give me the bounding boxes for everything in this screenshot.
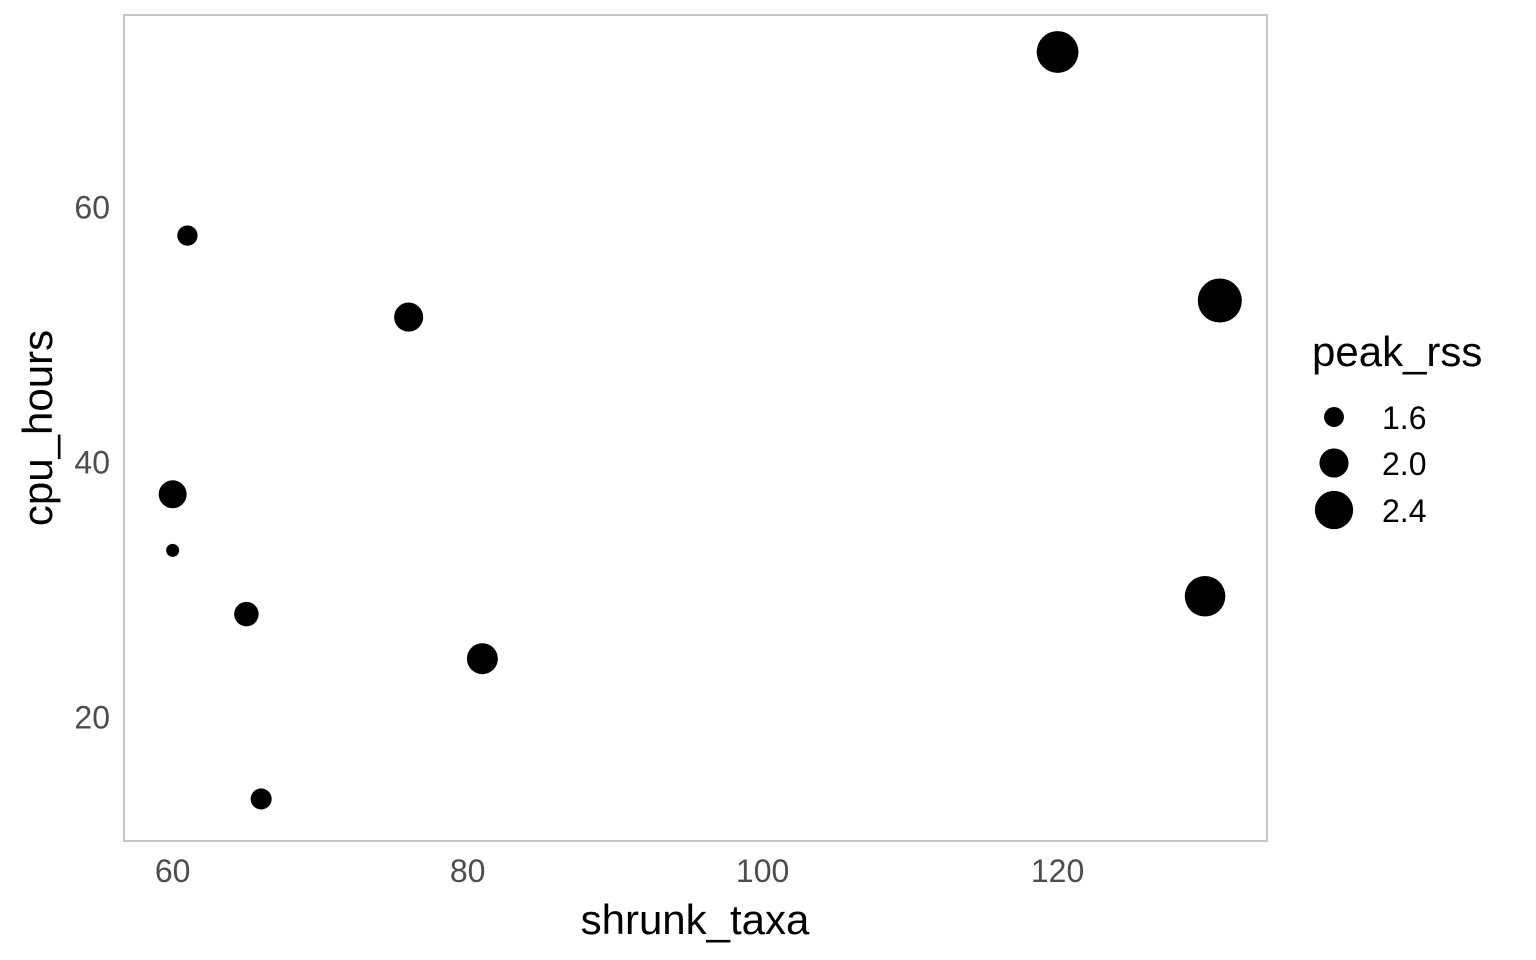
data-point	[177, 225, 198, 246]
x-tick-label: 60	[155, 853, 191, 889]
data-point	[394, 302, 424, 332]
legend-label: 1.6	[1382, 400, 1426, 436]
legend-key-point	[1324, 407, 1344, 427]
data-points	[158, 31, 1242, 810]
plot-panel-border	[123, 14, 1268, 842]
y-tick-label: 60	[74, 189, 110, 225]
data-point	[1197, 278, 1242, 323]
data-point	[234, 601, 259, 627]
x-axis-title: shrunk_taxa	[581, 896, 810, 943]
data-point	[466, 643, 498, 675]
x-tick-label: 100	[736, 853, 789, 889]
data-point	[158, 480, 187, 509]
legend-key-point	[1314, 490, 1354, 530]
legend-label: 2.0	[1382, 446, 1426, 482]
x-tick-label: 80	[450, 853, 486, 889]
x-tick-label: 120	[1031, 853, 1084, 889]
x-axis-ticks: 60 80 100 120	[155, 853, 1084, 889]
legend-label: 2.4	[1382, 493, 1426, 529]
legend-key-point	[1319, 448, 1349, 478]
y-tick-label: 40	[74, 444, 110, 480]
data-point	[166, 543, 180, 557]
data-point	[1184, 575, 1226, 617]
y-axis-ticks: 20 40 60	[74, 189, 110, 735]
legend-title: peak_rss	[1312, 328, 1482, 375]
legend-items: 1.6 2.0 2.4	[1314, 400, 1426, 530]
data-point	[250, 788, 272, 810]
data-point	[1036, 31, 1079, 73]
size-legend: peak_rss 1.6 2.0 2.4	[1312, 328, 1482, 530]
y-axis-title: cpu_hours	[14, 330, 61, 526]
y-tick-label: 20	[74, 699, 110, 735]
